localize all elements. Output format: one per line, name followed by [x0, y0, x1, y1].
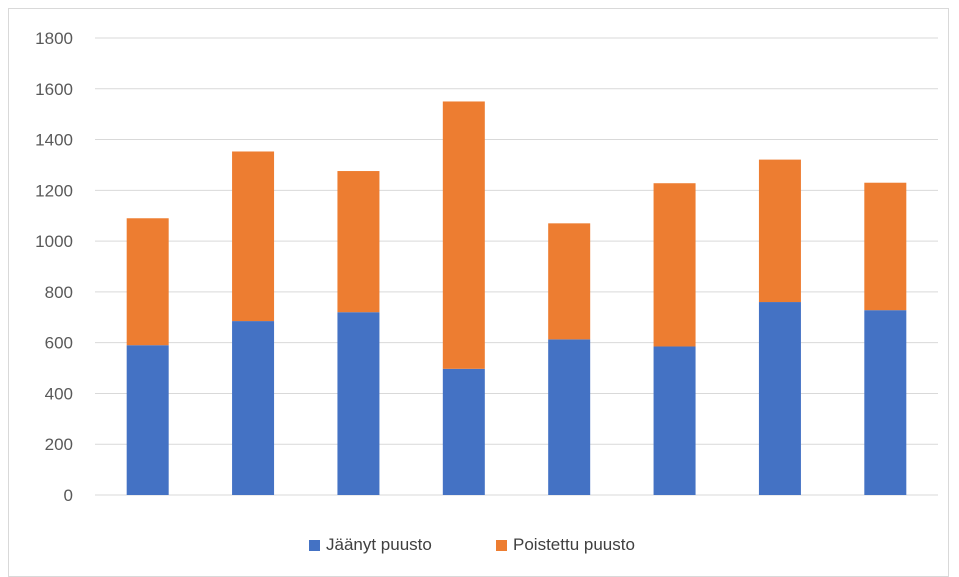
bar-jaanyt-1: [126, 345, 169, 495]
bar-poistettu-7: [758, 159, 801, 303]
bar-poistettu-8: [864, 182, 907, 311]
bar-poistettu-2: [232, 151, 275, 322]
legend-label: Poistettu puusto: [513, 535, 635, 554]
y-tick-label: 200: [45, 435, 73, 454]
legend-swatch: [309, 540, 320, 551]
y-tick-label: 1400: [35, 131, 73, 150]
bar-jaanyt-6: [653, 346, 696, 495]
bar-jaanyt-8: [864, 310, 907, 495]
y-tick-label: 400: [45, 384, 73, 403]
legend-swatch: [496, 540, 507, 551]
bar-jaanyt-5: [548, 339, 591, 495]
bar-jaanyt-4: [442, 368, 485, 495]
y-tick-label: 1600: [35, 80, 73, 99]
y-tick-label: 600: [45, 334, 73, 353]
y-tick-label: 1800: [35, 29, 73, 48]
y-tick-label: 1200: [35, 181, 73, 200]
legend-label: Jäänyt puusto: [326, 535, 432, 554]
bar-jaanyt-2: [232, 321, 275, 495]
bar-poistettu-3: [337, 171, 380, 313]
y-tick-label: 800: [45, 283, 73, 302]
bar-poistettu-5: [548, 223, 591, 340]
bar-poistettu-4: [442, 101, 485, 369]
y-tick-label: 0: [64, 486, 73, 505]
bar-poistettu-6: [653, 183, 696, 347]
bar-jaanyt-7: [758, 302, 801, 495]
bar-jaanyt-3: [337, 312, 380, 495]
bar-poistettu-1: [126, 218, 169, 346]
y-tick-label: 1000: [35, 232, 73, 251]
